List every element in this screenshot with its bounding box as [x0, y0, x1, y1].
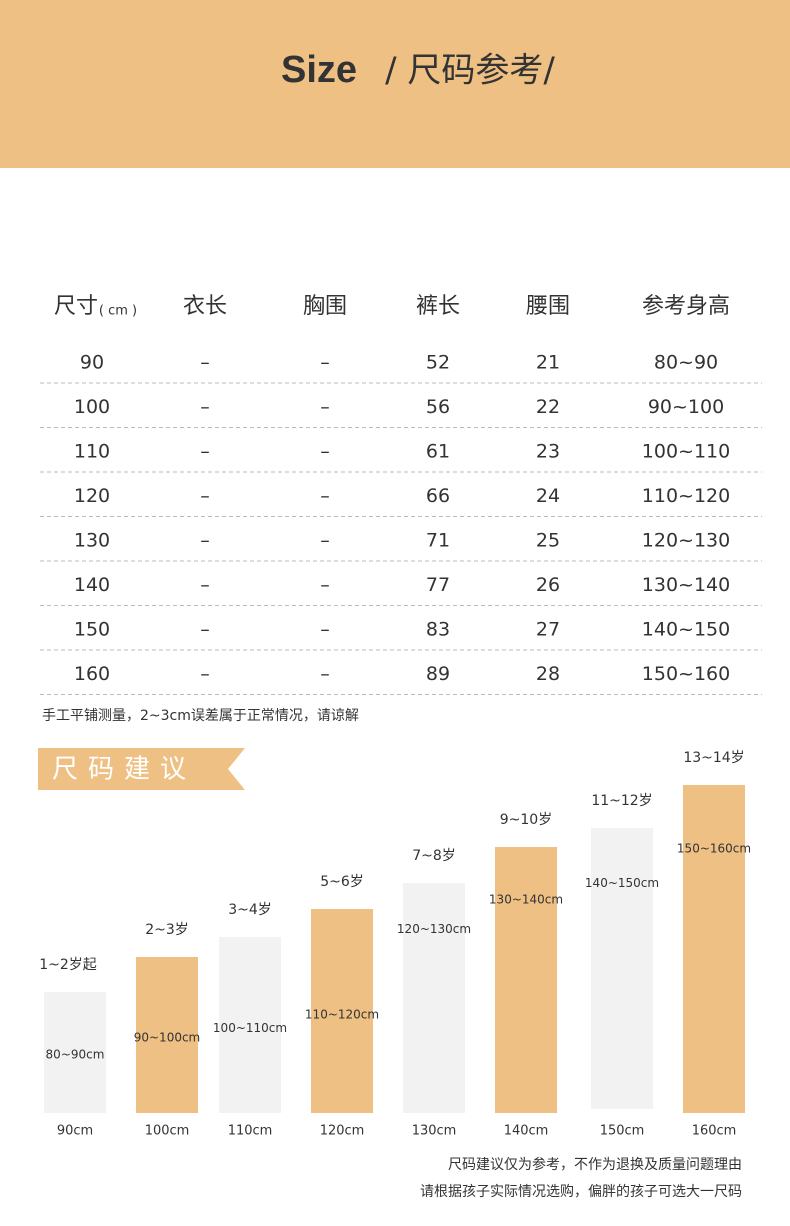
- table-header: 腰围: [526, 294, 570, 319]
- table-cell: 130~140: [642, 574, 730, 596]
- age-label: 11~12岁: [591, 793, 652, 809]
- table-cell: –: [320, 530, 330, 552]
- size-label: 130cm: [412, 1124, 457, 1139]
- size-label: 150cm: [600, 1124, 645, 1139]
- size-bar: [495, 847, 557, 1113]
- table-cell: 27: [536, 619, 560, 641]
- table-cell: –: [200, 441, 210, 463]
- table-cell: 120: [74, 485, 110, 507]
- table-cell: 120~130: [642, 530, 730, 552]
- section-title: 尺码建议: [52, 755, 196, 785]
- table-header: 胸围: [303, 294, 347, 319]
- table-cell: 77: [426, 574, 450, 596]
- footer-line: 请根据孩子实际情况选购，偏胖的孩子可选大一尺码: [420, 1184, 742, 1200]
- table-cell: 140: [74, 574, 110, 596]
- size-label: 160cm: [692, 1124, 737, 1139]
- table-cell: 28: [536, 663, 560, 685]
- range-label: 90~100cm: [134, 1031, 201, 1045]
- table-cell: –: [320, 663, 330, 685]
- size-label: 140cm: [504, 1124, 549, 1139]
- range-label: 100~110cm: [213, 1021, 287, 1035]
- age-label: 9~10岁: [500, 812, 552, 828]
- range-label: 150~160cm: [677, 842, 751, 856]
- table-cell: 52: [426, 352, 450, 374]
- table-cell: 100~110: [642, 441, 730, 463]
- table-cell: –: [320, 574, 330, 596]
- range-label: 140~150cm: [585, 876, 659, 890]
- age-label: 13~14岁: [683, 750, 744, 766]
- age-label: 1~2岁起: [39, 957, 97, 973]
- table-header: 裤长: [416, 294, 460, 319]
- range-label: 80~90cm: [46, 1047, 105, 1061]
- range-label: 110~120cm: [305, 1008, 379, 1022]
- table-cell: –: [320, 619, 330, 641]
- table-cell: 89: [426, 663, 450, 685]
- table-cell: 25: [536, 530, 560, 552]
- table-cell: 26: [536, 574, 560, 596]
- table-cell: 140~150: [642, 619, 730, 641]
- table-cell: 110~120: [642, 485, 730, 507]
- table-cell: –: [200, 396, 210, 418]
- table-cell: 22: [536, 396, 560, 418]
- table-cell: 66: [426, 485, 450, 507]
- table-cell: –: [320, 485, 330, 507]
- table-header: 衣长: [183, 294, 227, 319]
- table-cell: –: [200, 485, 210, 507]
- table-cell: –: [320, 352, 330, 374]
- size-bar: [44, 992, 106, 1113]
- table-cell: 83: [426, 619, 450, 641]
- note: 手工平铺测量，2~3cm误差属于正常情况，请谅解: [42, 708, 359, 724]
- table-cell: –: [320, 396, 330, 418]
- range-label: 120~130cm: [397, 922, 471, 936]
- table-cell: 61: [426, 441, 450, 463]
- table-cell: 24: [536, 485, 560, 507]
- subtitle: / 尺码参考/: [385, 51, 555, 91]
- table-cell: 150: [74, 619, 110, 641]
- table-header: 尺寸: [54, 294, 98, 319]
- title: Size: [281, 49, 357, 91]
- table-cell: 21: [536, 352, 560, 374]
- table-cell: 150~160: [642, 663, 730, 685]
- table-cell: –: [200, 530, 210, 552]
- table-cell: 110: [74, 441, 110, 463]
- table-cell: 23: [536, 441, 560, 463]
- size-label: 110cm: [228, 1124, 273, 1139]
- table-cell: 100: [74, 396, 110, 418]
- age-label: 7~8岁: [412, 848, 456, 864]
- size-label: 100cm: [145, 1124, 190, 1139]
- table-cell: –: [320, 441, 330, 463]
- range-label: 130~140cm: [489, 892, 563, 906]
- table-cell: 90: [80, 352, 104, 374]
- age-label: 2~3岁: [145, 922, 189, 938]
- size-bar: [311, 909, 373, 1113]
- table-cell: –: [200, 574, 210, 596]
- section-banner: [38, 748, 245, 790]
- size-bar: [403, 883, 465, 1113]
- age-label: 5~6岁: [320, 874, 364, 890]
- table-cell: 130: [74, 530, 110, 552]
- header-band: [0, 0, 790, 168]
- table-cell: –: [200, 619, 210, 641]
- table-unit: ( cm ): [99, 304, 137, 319]
- size-bar: [219, 937, 281, 1113]
- age-label: 3~4岁: [228, 902, 272, 918]
- table-cell: 71: [426, 530, 450, 552]
- table-cell: –: [200, 663, 210, 685]
- table-cell: 56: [426, 396, 450, 418]
- size-bar: [591, 828, 653, 1109]
- table-cell: –: [200, 352, 210, 374]
- table-cell: 160: [74, 663, 110, 685]
- table-header: 参考身高: [642, 294, 730, 319]
- table-cell: 80~90: [654, 352, 718, 374]
- footer-line: 尺码建议仅为参考，不作为退换及质量问题理由: [448, 1156, 742, 1173]
- size-bar: [136, 957, 198, 1113]
- size-label: 90cm: [57, 1124, 93, 1139]
- size-bar: [683, 785, 745, 1113]
- table-cell: 90~100: [648, 396, 724, 418]
- size-label: 120cm: [320, 1124, 365, 1139]
